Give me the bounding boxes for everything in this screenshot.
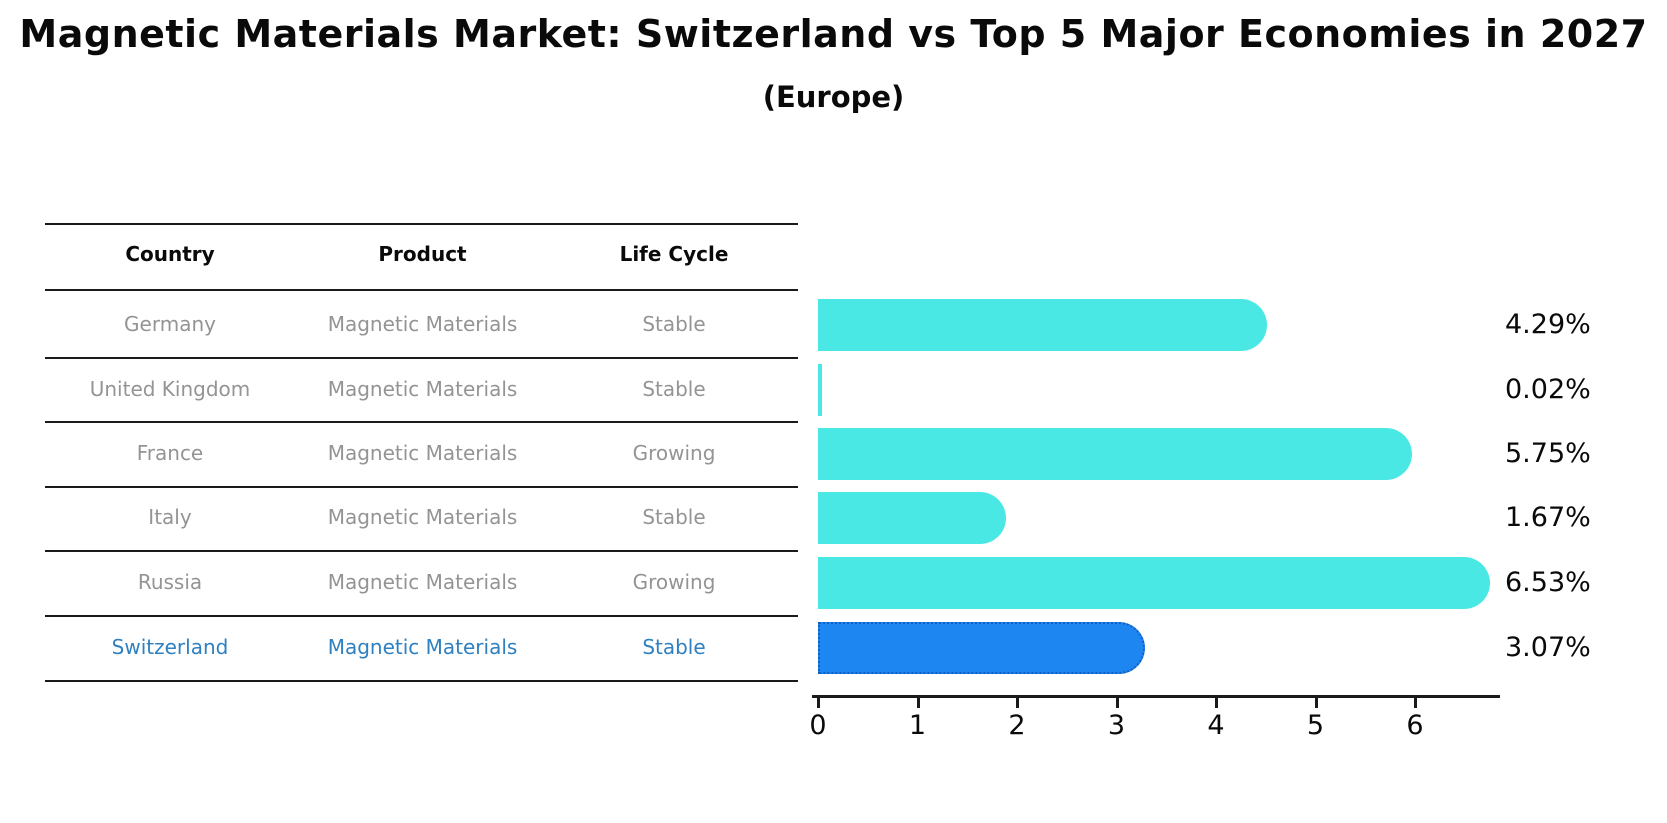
x-axis-tick (817, 697, 820, 708)
x-axis-tick (1314, 697, 1318, 708)
cell-country: France (136, 441, 204, 465)
cell-country: Germany (124, 312, 216, 336)
cell-country: Italy (148, 505, 192, 529)
column-header-lifecycle: Life Cycle (619, 242, 729, 266)
table-row-italy: Italy Magnetic Materials Stable (45, 505, 798, 529)
cell-country: Switzerland (111, 635, 229, 659)
cell-life-cycle: Stable (642, 312, 706, 336)
chart-title: Magnetic Materials Market: Switzerland v… (19, 12, 1648, 56)
x-axis-tick (1414, 697, 1417, 708)
x-axis-tick-label: 2 (1008, 710, 1026, 741)
cell-life-cycle: Stable (642, 505, 706, 529)
table-row-rule (45, 550, 798, 552)
cell-country: United Kingdom (89, 377, 251, 401)
cell-product: Magnetic Materials (327, 505, 518, 529)
table-row-rule (45, 680, 798, 682)
table-row-rule (45, 421, 798, 423)
cell-product: Magnetic Materials (327, 635, 518, 659)
table-row-rule (45, 615, 798, 617)
bar-russia (818, 557, 1490, 609)
cell-life-cycle: Stable (642, 377, 706, 401)
x-axis-tick (1215, 697, 1218, 708)
cell-product: Magnetic Materials (327, 312, 518, 336)
column-header-product: Product (378, 242, 467, 266)
bar-united-kingdom (818, 364, 822, 416)
x-axis-tick (1016, 697, 1019, 708)
value-label-united-kingdom: 0.02% (1505, 374, 1591, 405)
value-label-italy: 1.67% (1505, 502, 1591, 533)
column-header-country: Country (125, 242, 215, 266)
value-label-russia: 6.53% (1505, 567, 1591, 598)
bar-switzerland (818, 622, 1145, 674)
table-header-row: Country Product Life Cycle (45, 242, 798, 266)
bar-germany (818, 299, 1267, 351)
table-row-rule (45, 357, 798, 359)
table-header-rule (45, 289, 798, 291)
cell-product: Magnetic Materials (327, 377, 518, 401)
x-axis-tick (916, 697, 920, 708)
bar-france (818, 428, 1412, 480)
cell-life-cycle: Growing (632, 441, 716, 465)
x-axis-line (812, 695, 1500, 698)
x-axis-tick-label: 6 (1406, 710, 1424, 741)
x-axis-tick-label: 0 (809, 710, 827, 741)
value-label-france: 5.75% (1505, 438, 1591, 469)
cell-life-cycle: Growing (632, 570, 716, 594)
table-row-germany: Germany Magnetic Materials Stable (45, 312, 798, 336)
table-row-russia: Russia Magnetic Materials Growing (45, 570, 798, 594)
table-row-france: France Magnetic Materials Growing (45, 441, 798, 465)
x-axis-tick-label: 1 (908, 710, 927, 741)
value-label-germany: 4.29% (1505, 309, 1591, 340)
x-axis-tick-label: 5 (1306, 710, 1325, 741)
cell-product: Magnetic Materials (327, 441, 518, 465)
table-top-rule (45, 223, 798, 225)
table-row-united-kingdom: United Kingdom Magnetic Materials Stable (45, 377, 798, 401)
bar-italy (818, 492, 1006, 544)
x-axis-tick (1115, 697, 1119, 708)
table-row-rule (45, 486, 798, 488)
table-row-switzerland: Switzerland Magnetic Materials Stable (45, 635, 798, 659)
x-axis-tick-label: 3 (1107, 710, 1126, 741)
cell-life-cycle: Stable (642, 635, 706, 659)
cell-product: Magnetic Materials (327, 570, 518, 594)
cell-country: Russia (137, 570, 203, 594)
value-label-switzerland: 3.07% (1505, 632, 1591, 663)
chart-subtitle: (Europe) (762, 80, 905, 114)
x-axis-tick-label: 4 (1207, 710, 1225, 741)
